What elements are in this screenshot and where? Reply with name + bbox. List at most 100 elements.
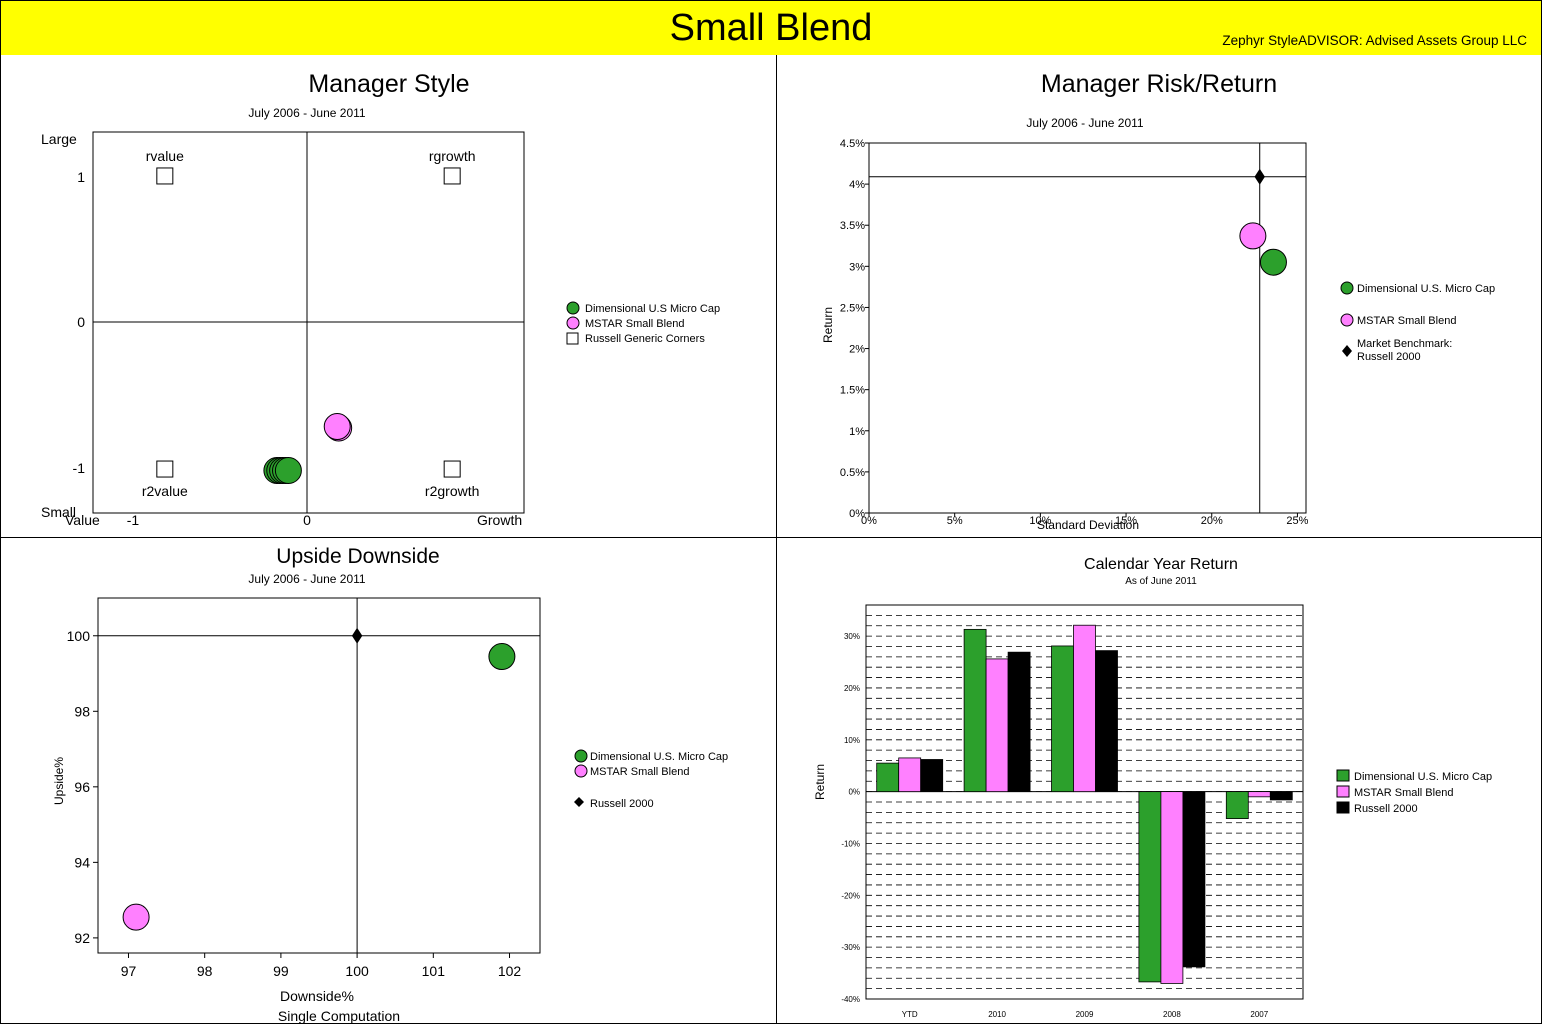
- y-tick-label: -1: [73, 460, 86, 476]
- x-tick-label: 99: [273, 963, 289, 979]
- y-tick-label: 1: [77, 169, 85, 185]
- y-tick-label: 10%: [844, 736, 860, 745]
- chart-legend: Dimensional U.S. Micro Cap MSTAR Small B…: [1336, 769, 1492, 815]
- risk-return-chart: Manager Risk/Return July 2006 - June 201…: [821, 70, 1495, 532]
- x-tick-label: 2010: [988, 1010, 1006, 1019]
- risk-return-panel: Manager Risk/Return July 2006 - June 201…: [776, 55, 1542, 538]
- y-tick-label: 3%: [849, 261, 865, 273]
- chart-legend: Dimensional U.S. Micro Cap MSTAR Small B…: [574, 749, 728, 810]
- y-tick-label: -30%: [841, 943, 860, 952]
- x-tick-label: YTD: [902, 1010, 918, 1019]
- axis-word-growth: Growth: [477, 512, 522, 528]
- axis-word-large: Large: [41, 131, 77, 147]
- upside-downside-chart: Upside Downside July 2006 - June 2011 Do…: [52, 545, 728, 1024]
- legend-label: MSTAR Small Blend: [590, 766, 689, 778]
- bar: [1225, 791, 1249, 819]
- corner-label: rgrowth: [429, 148, 476, 164]
- y-tick-label: 0%: [848, 788, 860, 797]
- x-tick-label: 20%: [1201, 515, 1223, 527]
- plot-frame: [97, 597, 541, 954]
- corner-marker: [443, 167, 461, 185]
- legend-label: Dimensional U.S. Micro Cap: [590, 751, 728, 763]
- x-tick-label: 100: [345, 963, 369, 979]
- legend-label: Dimensional U.S Micro Cap: [585, 303, 720, 315]
- legend-swatch-black: [1336, 801, 1350, 814]
- bar: [1007, 651, 1031, 793]
- chart-legend: Dimensional U.S. Micro Cap MSTAR Small B…: [1340, 281, 1495, 363]
- legend-marker-pink: [574, 764, 588, 778]
- bar: [1269, 791, 1293, 801]
- y-tick-label: 92: [74, 930, 90, 946]
- y-tick-label: 94: [74, 854, 90, 870]
- data-point: [488, 643, 516, 671]
- x-tick-label: 2008: [1163, 1010, 1181, 1019]
- y-tick-label: -40%: [841, 995, 860, 1004]
- legend-label: MSTAR Small Blend: [585, 318, 684, 330]
- manager-style-panel: Manager Style July 2006 - June 2011 Larg…: [0, 55, 777, 538]
- legend-marker-diamond: [574, 797, 584, 807]
- x-tick-label: 2009: [1076, 1010, 1094, 1019]
- legend-swatch-pink: [1336, 785, 1350, 798]
- legend-marker-square: [566, 332, 579, 345]
- page-subtitle: Zephyr StyleADVISOR: Advised Assets Grou…: [1222, 33, 1527, 48]
- bar: [920, 759, 944, 793]
- page-title: Small Blend: [669, 7, 873, 49]
- x-tick-label: 101: [422, 963, 446, 979]
- y-axis-label: Return: [821, 307, 835, 343]
- corner-marker: [156, 460, 174, 478]
- y-tick-label: 100: [67, 628, 91, 644]
- plot-frame: [868, 142, 1307, 514]
- y-tick-label: 1%: [849, 426, 865, 438]
- y-tick-label: -20%: [841, 891, 860, 900]
- x-tick-label: -1: [127, 512, 140, 528]
- axis-word-value: Value: [65, 512, 100, 528]
- x-tick-label: 102: [498, 963, 522, 979]
- corner-marker: [443, 460, 461, 478]
- legend-marker-green: [566, 301, 580, 315]
- bar: [1160, 791, 1184, 984]
- bar: [1182, 791, 1206, 968]
- chart-title: Manager Risk/Return: [1041, 70, 1277, 98]
- chart-subtitle: As of June 2011: [1125, 576, 1197, 587]
- legend-label: Dimensional U.S. Micro Cap: [1357, 283, 1495, 295]
- x-axis-label: Downside%: [280, 988, 354, 1004]
- data-point: [274, 457, 302, 485]
- x-tick-label: 0%: [861, 515, 877, 527]
- x-tick-label: 97: [121, 963, 137, 979]
- x-tick-label: 0: [303, 512, 311, 528]
- x-tick-label: 15%: [1115, 515, 1137, 527]
- manager-style-chart: Manager Style July 2006 - June 2011 Larg…: [41, 70, 720, 528]
- x-axis-label: Standard Deviation: [1037, 518, 1139, 532]
- y-tick-label: 98: [74, 703, 90, 719]
- x-tick-label: 5%: [947, 515, 963, 527]
- corner-marker: [156, 167, 174, 185]
- legend-label: Russell 2000: [1357, 351, 1421, 363]
- y-tick-label: 4%: [849, 179, 865, 191]
- chart-subtitle: July 2006 - June 2011: [1026, 116, 1144, 130]
- legend-label: Russell 2000: [590, 798, 654, 810]
- x-tick-label: 2007: [1250, 1010, 1268, 1019]
- chart-subtitle: July 2006 - June 2011: [248, 572, 366, 586]
- y-tick-label: -10%: [841, 839, 860, 848]
- x-tick-label: 25%: [1286, 515, 1308, 527]
- chart-title: Manager Style: [308, 70, 469, 98]
- bar: [1073, 624, 1096, 793]
- y-axis-label: Upside%: [52, 757, 66, 805]
- legend-marker-diamond: [1342, 345, 1352, 357]
- chart-legend: Dimensional U.S Micro Cap MSTAR Small Bl…: [566, 301, 720, 345]
- axis-word-small: Small: [41, 504, 76, 520]
- y-tick-label: 0.5%: [840, 467, 865, 479]
- y-tick-label: 3.5%: [840, 220, 865, 232]
- y-tick-label: 1.5%: [840, 385, 865, 397]
- chart-subtitle: July 2006 - June 2011: [248, 106, 366, 120]
- y-tick-label: 96: [74, 779, 90, 795]
- legend-label: MSTAR Small Blend: [1357, 315, 1456, 327]
- legend-marker-green: [1340, 281, 1354, 295]
- bar: [963, 628, 987, 793]
- corner-label: r2value: [142, 483, 188, 499]
- bar: [985, 658, 1009, 793]
- y-tick-label: 30%: [844, 632, 860, 641]
- y-tick-label: 0: [77, 314, 85, 330]
- chart-footer: Single Computation: [278, 1008, 400, 1024]
- data-point: [1259, 248, 1287, 276]
